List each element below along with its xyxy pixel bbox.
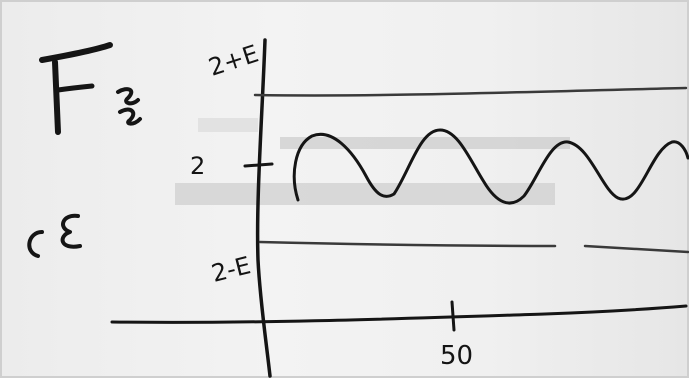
erase-smudge-upper	[280, 137, 570, 149]
y-axis-tick-2	[243, 162, 274, 168]
label-middle: 2	[190, 152, 205, 180]
subscript-scribble	[116, 87, 142, 126]
oscillation-curve	[292, 128, 689, 205]
x-axis	[110, 304, 688, 324]
label-lower-bound: 2-E	[209, 251, 254, 288]
lower-bound-line	[258, 240, 689, 254]
y-axis	[255, 38, 272, 378]
x-axis-tick-50	[450, 300, 456, 332]
ce-label-drawing	[27, 213, 82, 258]
label-tick-50: 50	[440, 341, 473, 371]
erase-smudge-lower	[175, 183, 555, 205]
label-upper-bound: 2+E	[205, 39, 262, 81]
force-letter-drawing	[39, 42, 113, 135]
erase-smudge-left	[198, 118, 258, 132]
upper-bound-line	[253, 86, 688, 97]
